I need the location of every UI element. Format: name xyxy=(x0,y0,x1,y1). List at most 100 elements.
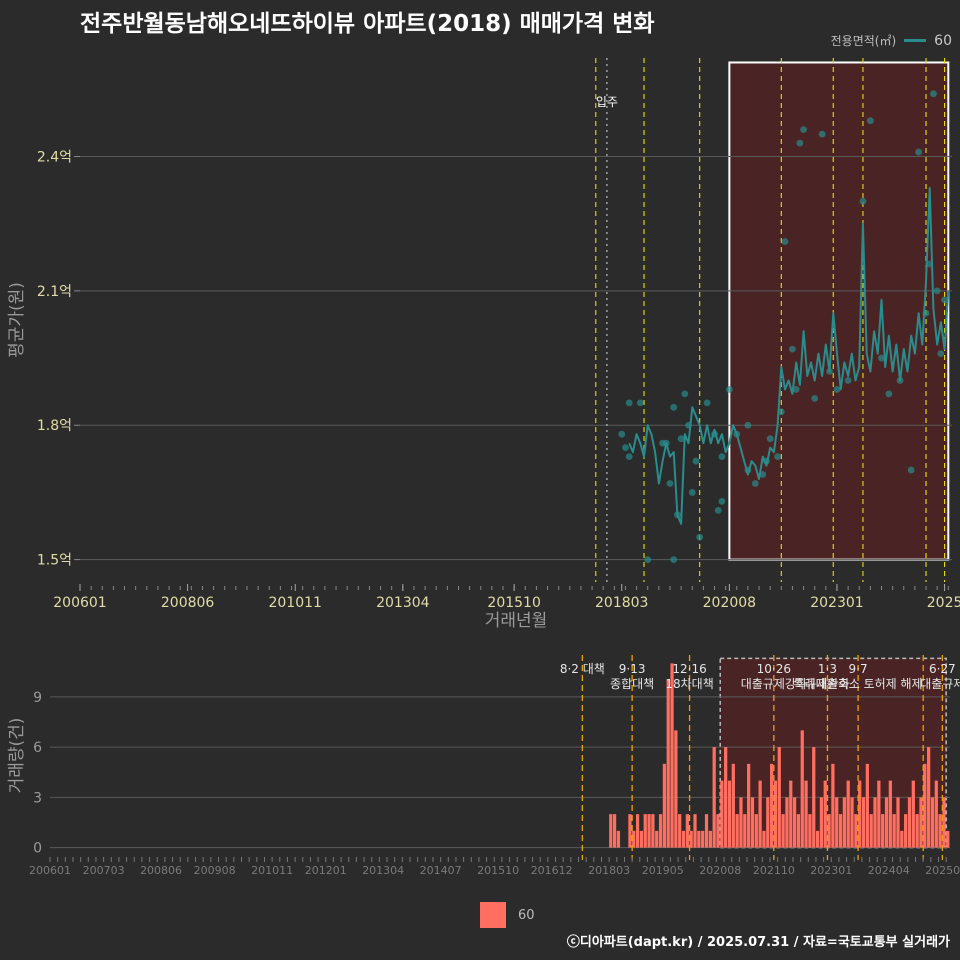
x-tick-label: 201011 xyxy=(268,595,321,611)
price-point xyxy=(644,556,652,564)
price-point xyxy=(896,377,904,384)
volume-bar xyxy=(647,814,651,848)
volume-bar xyxy=(762,830,766,848)
volume-bar xyxy=(907,797,912,848)
annotation-line: 18차대책 xyxy=(665,676,713,691)
volume-bar xyxy=(865,763,869,848)
volume-bar xyxy=(635,814,640,848)
volume-bar xyxy=(869,814,873,848)
price-point xyxy=(677,435,685,443)
x-tick-label: 200703 xyxy=(83,864,125,877)
legend-line-swatch xyxy=(904,39,927,42)
policy-annotation: 10·26 대출규제강화 xyxy=(741,662,807,691)
price-point xyxy=(781,238,789,246)
volume-bar xyxy=(861,797,866,848)
chart-title: 전주반월동남해오네뜨하이뷰 아파트(2018) 매매가격 변화 xyxy=(80,11,655,37)
volume-bar xyxy=(831,763,835,848)
volume-bar xyxy=(685,814,689,848)
x-tick-label: 200806 xyxy=(140,864,182,877)
volume-bar xyxy=(666,680,670,848)
price-point xyxy=(692,457,700,465)
x-tick-label: 202110 xyxy=(753,864,795,877)
x-tick-label: 201905 xyxy=(642,864,684,877)
price-chart: 1.5억 1.8억 2.1억 2.4억 입주 200601 200806 201011 2013… xyxy=(7,58,960,631)
annotation-line: 특례대출축소 토허제 해제 xyxy=(794,677,923,691)
annotation-line: 8·2 대책 xyxy=(560,661,605,676)
x-tick-label: 201407 xyxy=(420,864,462,877)
volume-bar xyxy=(792,797,797,848)
legend-bottom: 60 xyxy=(480,902,535,928)
policy-annotation: 1·3 규제완화 xyxy=(805,662,849,691)
price-point xyxy=(907,466,915,474)
price-point xyxy=(670,556,678,564)
annotation-line: 종합대책 xyxy=(610,676,654,691)
volume-bar xyxy=(819,797,824,848)
price-point xyxy=(685,421,692,429)
legend-title: 전용면적(㎡) xyxy=(830,34,897,48)
volume-bar xyxy=(815,830,820,848)
price-point xyxy=(763,457,770,465)
price-point xyxy=(800,126,807,134)
volume-bar xyxy=(754,814,758,848)
volume-bar xyxy=(927,747,931,848)
price-point xyxy=(922,309,930,317)
y-tick-label: 2.1억 xyxy=(37,284,72,300)
volume-bar xyxy=(658,814,663,848)
price-point xyxy=(818,130,826,138)
volume-bar xyxy=(900,830,904,848)
price-point xyxy=(844,377,852,384)
price-point xyxy=(703,399,711,407)
price-point xyxy=(625,453,633,460)
volume-bar xyxy=(712,747,716,848)
price-point xyxy=(941,296,948,304)
price-point xyxy=(833,386,841,393)
volume-bar xyxy=(697,830,701,848)
price-point xyxy=(766,435,774,443)
y-tick-label: 9 xyxy=(33,690,42,706)
volume-bar xyxy=(946,830,950,848)
policy-annotation: 6·27 대출규제 xyxy=(920,662,960,691)
volume-bar xyxy=(747,763,751,848)
x-tick-label: 202301 xyxy=(810,595,863,611)
price-point xyxy=(926,260,934,268)
price-line xyxy=(628,186,950,525)
volume-bar xyxy=(651,814,655,848)
legend-top: 전용면적(㎡) 60 xyxy=(831,32,952,49)
x-tick-label: 200806 xyxy=(161,595,215,611)
price-point xyxy=(796,139,804,147)
x-tick-label: 202301 xyxy=(810,864,852,877)
volume-bar xyxy=(873,797,877,848)
x-tick-label: 202404 xyxy=(868,864,910,877)
volume-bar xyxy=(770,763,774,848)
x-tick-label: 202008 xyxy=(703,595,756,611)
price-point xyxy=(674,511,681,519)
volume-bar xyxy=(896,797,900,848)
price-point xyxy=(662,439,670,447)
annotation-line: 12·16 xyxy=(672,662,706,676)
x-tick-label: 201510 xyxy=(487,595,540,611)
price-point xyxy=(618,430,626,438)
volume-bar xyxy=(877,780,881,848)
x-tick-label: 201304 xyxy=(376,595,430,611)
price-point xyxy=(714,506,722,514)
volume-bar xyxy=(881,814,885,848)
price-point xyxy=(622,444,629,452)
volume-bar xyxy=(827,814,831,848)
price-point xyxy=(792,386,800,393)
volume-bar xyxy=(743,814,747,848)
price-point xyxy=(774,453,781,460)
volume-bar xyxy=(739,797,743,848)
volume-bar xyxy=(892,814,896,848)
volume-bar xyxy=(919,797,923,848)
volume-bar xyxy=(835,797,839,848)
volume-bar xyxy=(724,747,728,848)
volume-bar xyxy=(904,814,908,848)
volume-bar xyxy=(674,730,678,848)
x-tick-label: 202507 xyxy=(925,864,960,877)
price-point xyxy=(826,368,833,375)
volume-bar xyxy=(911,780,915,848)
legend-bar-label: 60 xyxy=(518,907,535,923)
